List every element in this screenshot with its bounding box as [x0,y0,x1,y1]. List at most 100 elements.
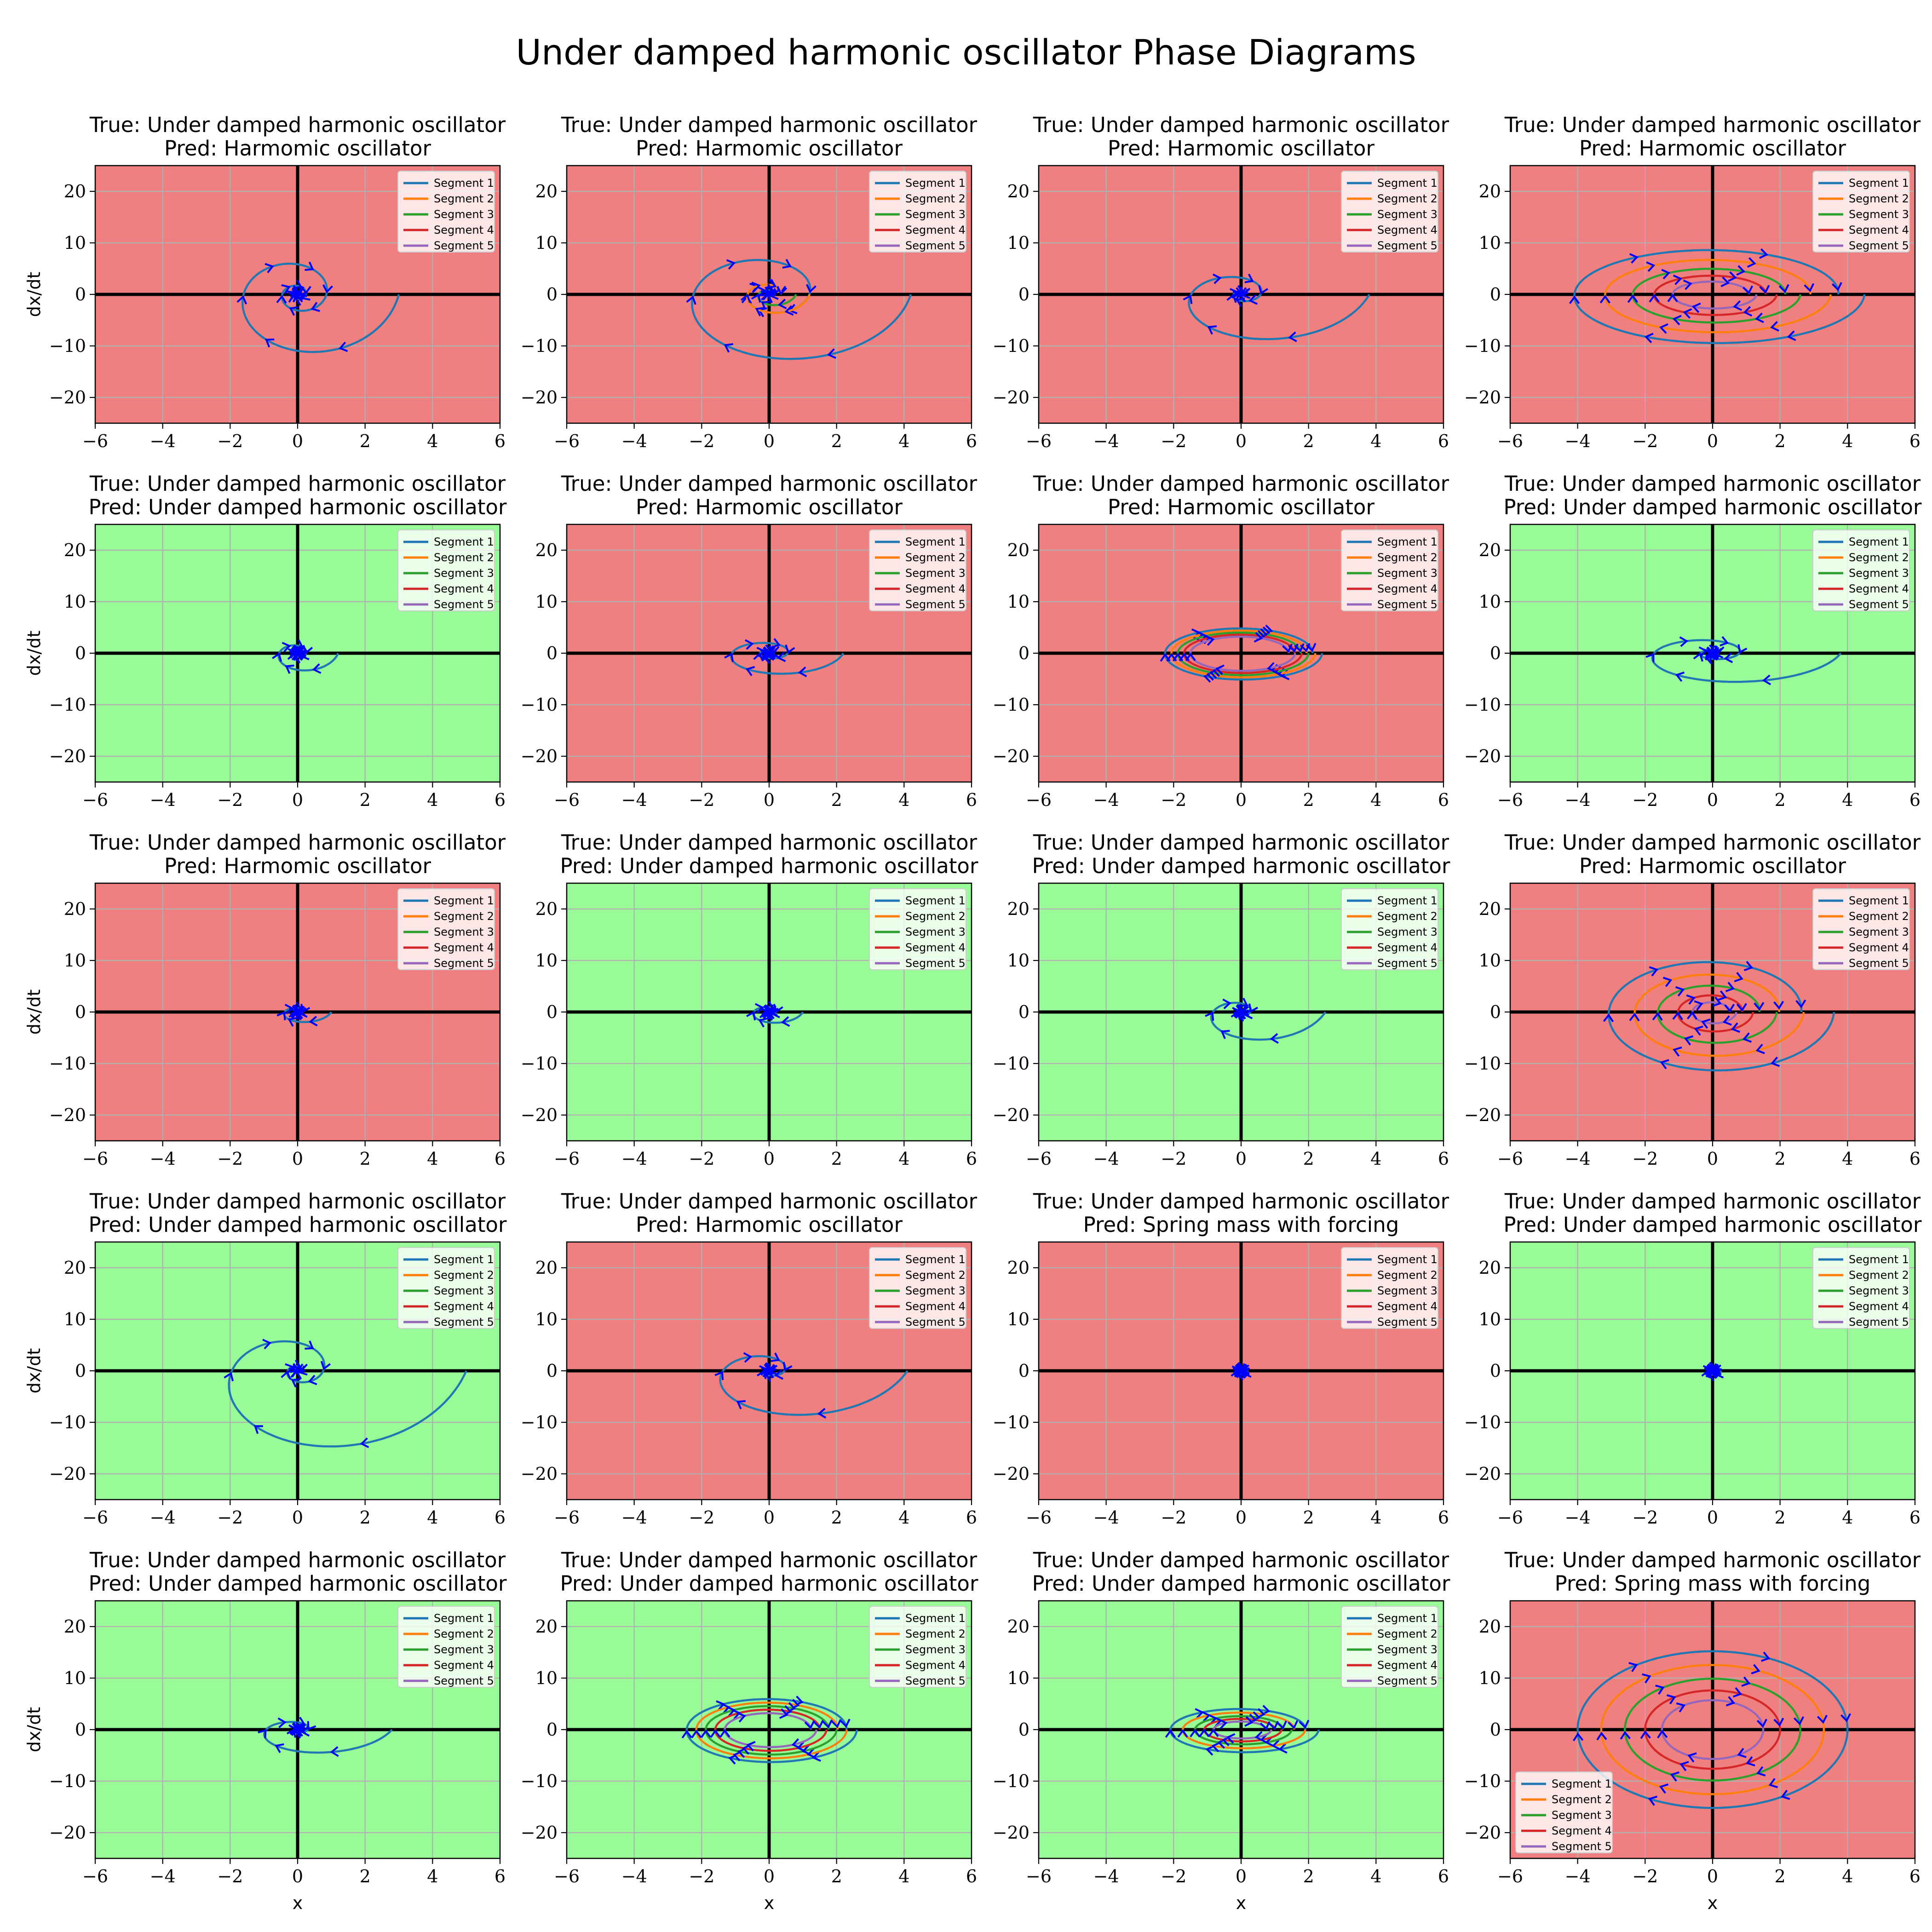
x-tick-label: −4 [621,431,647,451]
direction-arrow [1288,1720,1299,1730]
y-tick-label: −20 [993,387,1029,408]
x-tick-label: 4 [898,1149,909,1169]
direction-arrow [1267,662,1276,673]
subplot-title-true: True: Under damped harmonic oscillator [1504,113,1921,137]
direction-arrow [1722,1015,1732,1026]
direction-arrow [700,1729,712,1738]
subplot-title-pred: Pred: Under damped harmonic oscillator [1504,1213,1922,1237]
y-tick-label: 10 [1007,233,1029,253]
direction-arrow [774,1369,784,1380]
subplot-title-true: True: Under damped harmonic oscillator [1033,1189,1449,1213]
y-tick-label: 20 [1007,1616,1029,1637]
x-tick-label: 2 [831,1507,842,1528]
subplot-title-true: True: Under damped harmonic oscillator [561,472,978,496]
legend-box [1812,1247,1910,1329]
x-tick-label: −2 [1632,790,1658,810]
x-tick-label: 0 [1236,1507,1247,1528]
y-tick-label: 0 [546,1361,558,1381]
direction-arrow [1733,300,1742,311]
x-tick-label: −4 [150,1866,176,1886]
y-tick-label: −10 [1464,695,1501,715]
direction-arrow [1640,1730,1651,1739]
direction-arrow [1725,1696,1736,1707]
x-tick-label: 2 [1303,1866,1314,1886]
direction-arrow [1724,652,1733,663]
x-tick-label: 0 [764,1866,775,1886]
direction-arrow [1751,1664,1760,1674]
subplot-16: True: Under damped harmonic oscillatorPr… [1464,1189,1922,1528]
subplot-title-true: True: Under damped harmonic oscillator [561,830,978,855]
direction-arrow [322,284,333,293]
legend-label: Segment 5 [434,1316,494,1328]
y-tick-label: 0 [75,1002,86,1022]
y-tick-label: 10 [535,592,558,612]
direction-arrow [264,263,274,273]
legend-label: Segment 5 [1377,957,1438,970]
x-tick-label: −6 [1026,431,1052,451]
direction-arrow [746,1011,756,1021]
direction-arrow [1670,1771,1680,1782]
legend-label: Segment 3 [434,926,494,938]
x-tick-label: 6 [1909,1149,1920,1169]
legend-box [1341,529,1438,611]
y-tick-label: 0 [546,1719,558,1740]
legend-label: Segment 4 [1377,224,1438,236]
direction-arrow [1288,331,1297,342]
direction-arrow [305,1340,314,1350]
direction-arrow [1218,1719,1228,1730]
x-tick-label: −2 [689,790,714,810]
direction-arrow [1667,293,1678,302]
legend: Segment 1 Segment 2 Segment 3 Segment 4 Segm… [1341,1247,1438,1329]
direction-arrow [1817,1714,1828,1724]
x-tick-label: 0 [1236,431,1247,451]
legend-label: Segment 5 [434,957,494,970]
direction-arrow [330,1746,339,1757]
direction-arrow [776,286,788,295]
legend-label: Segment 4 [905,582,966,595]
legend-label: Segment 4 [1377,1300,1438,1313]
legend-label: Segment 3 [434,567,494,580]
x-tick-label: 6 [966,790,977,810]
legend-label: Segment 4 [434,1300,494,1313]
subplot-5: True: Under damped harmonic oscillatorPr… [24,472,507,810]
direction-arrow [1648,1795,1658,1806]
legend-label: Segment 4 [905,224,966,236]
direction-arrow [757,286,766,297]
legend-label: Segment 2 [434,1269,494,1282]
legend-label: Segment 5 [1849,957,1909,970]
legend-label: Segment 2 [1377,1627,1438,1640]
x-tick-label: −2 [689,1866,714,1886]
direction-arrow [736,1712,746,1723]
legend: Segment 1 Segment 2 Segment 3 Segment 4 Segm… [1812,1247,1910,1329]
y-tick-label: −10 [521,1771,558,1791]
x-tick-label: 6 [966,1507,977,1528]
x-tick-label: 2 [1775,1507,1786,1528]
x-tick-label: 6 [1438,1866,1449,1886]
x-tick-label: −6 [1026,1866,1052,1886]
direction-arrow [1683,279,1692,290]
x-tick-label: −2 [1161,1866,1186,1886]
direction-arrow [714,1371,724,1380]
subplot-title-true: True: Under damped harmonic oscillator [1504,1189,1921,1213]
legend-box [1812,888,1910,970]
subplot-title-true: True: Under damped harmonic oscillator [561,1189,978,1213]
x-tick-label: 0 [1707,1866,1718,1886]
x-tick-label: 2 [360,790,371,810]
y-tick-label: −10 [49,1412,86,1432]
direction-arrow [1235,1363,1246,1373]
x-tick-label: 4 [898,1866,909,1886]
direction-arrow [745,639,754,650]
direction-arrow [1268,1721,1279,1730]
direction-arrow [1737,644,1748,654]
legend-box [1812,529,1910,611]
y-tick-label: 0 [1018,643,1029,663]
legend-label: Segment 2 [905,192,966,205]
subplot-title-pred: Pred: Harmomic oscillator [164,136,431,161]
legend: Segment 1 Segment 2 Segment 3 Segment 4 Segm… [869,1247,966,1329]
x-tick-label: 6 [1438,1149,1449,1169]
x-tick-label: −6 [554,790,580,810]
direction-arrow [291,286,302,296]
y-tick-label: 20 [1479,1616,1501,1637]
legend-box [1341,1247,1438,1329]
direction-arrow [822,1719,833,1729]
